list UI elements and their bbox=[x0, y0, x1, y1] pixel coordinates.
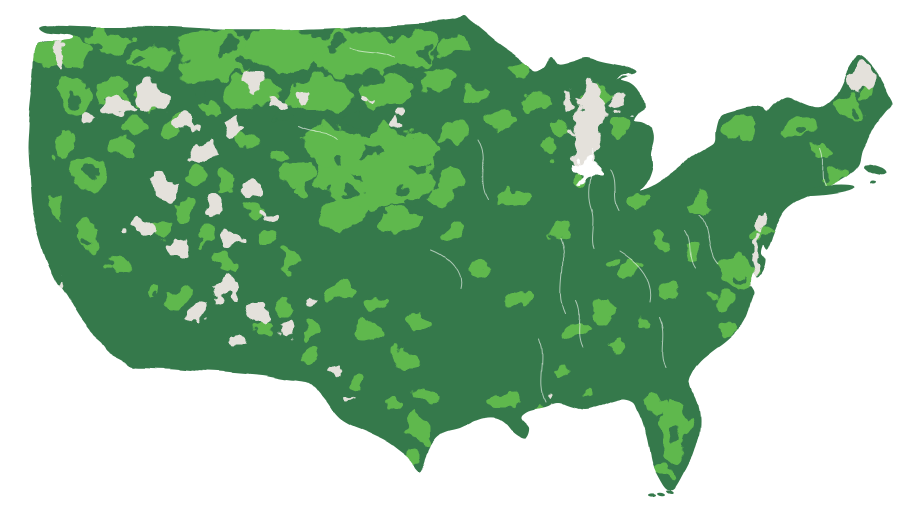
rivers-layer bbox=[299, 47, 827, 403]
primary-coverage-holes-layer bbox=[63, 23, 857, 438]
no-coverage-layer bbox=[56, 39, 873, 411]
map-root-layer bbox=[28, 14, 894, 497]
islands-layer bbox=[648, 165, 886, 497]
